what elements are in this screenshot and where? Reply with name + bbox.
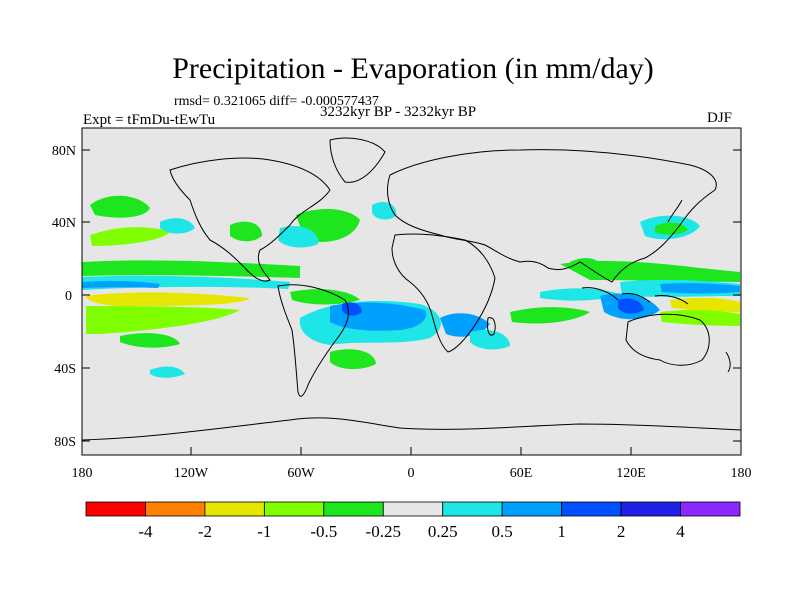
colorbar-label: -0.25 bbox=[366, 522, 401, 541]
field-spcz-yellow bbox=[86, 292, 250, 306]
field-caribbean-green bbox=[230, 221, 262, 242]
colorbar-label: 2 bbox=[617, 522, 626, 541]
colorbar-swatch bbox=[145, 501, 206, 517]
field-itcz-pacific-green bbox=[82, 260, 300, 278]
field-north-pacific-b bbox=[90, 227, 170, 246]
coastlines bbox=[81, 137, 742, 441]
lon-label-120e: 120E bbox=[616, 466, 646, 481]
field-warm-pool-darkblue bbox=[618, 298, 644, 314]
coast-australia bbox=[625, 313, 710, 366]
colorbar-label: 4 bbox=[676, 522, 685, 541]
period-label: 3232kyr BP - 3232kyr BP bbox=[320, 104, 477, 120]
field-west-pacific-blue bbox=[660, 283, 740, 294]
colorbar-labels: -4 -2 -1 -0.5 -0.25 0.25 0.5 1 2 4 bbox=[138, 522, 685, 541]
field-madagascar-cyan bbox=[470, 329, 510, 350]
field-west-pacific-green bbox=[560, 261, 740, 282]
colorbar-label: 0.5 bbox=[492, 522, 513, 541]
colorbar-swatch bbox=[204, 501, 265, 517]
lat-label-40s: 40S bbox=[54, 362, 76, 377]
colorbar-swatch bbox=[85, 501, 146, 517]
colorbar-label: -0.5 bbox=[310, 522, 337, 541]
field-s-atlantic-green bbox=[330, 349, 376, 370]
coast-indonesia bbox=[581, 287, 689, 305]
colorbar-swatch bbox=[680, 501, 741, 517]
field-itcz-pacific-blue bbox=[82, 280, 160, 288]
field-spcz-green bbox=[86, 306, 240, 334]
stats-subtitle: rmsd= 0.321065 diff= -0.000577437 bbox=[174, 94, 379, 109]
coast-antarctica bbox=[81, 417, 742, 441]
colorbar-label: 1 bbox=[557, 522, 566, 541]
lon-tick-marks bbox=[190, 447, 632, 455]
lat-tick-marks bbox=[82, 149, 741, 442]
lat-label-40n: 40N bbox=[52, 216, 76, 231]
field-trop-atlantic-green bbox=[290, 289, 360, 305]
field-gulf-stream-cyan bbox=[278, 225, 319, 248]
coast-japan bbox=[667, 199, 683, 223]
lon-label-120w: 120W bbox=[174, 466, 209, 481]
colorbar-label: -1 bbox=[257, 522, 271, 541]
field-indian-ocean-green bbox=[510, 307, 590, 324]
colorbar-swatch bbox=[561, 501, 622, 517]
lon-label-180w: 180 bbox=[72, 466, 93, 481]
colorbar-swatch bbox=[442, 501, 503, 517]
field-s-pacific-cyan bbox=[150, 366, 185, 378]
experiment-label: Expt = tFmDu-tEwTu bbox=[83, 112, 216, 128]
lon-label-60e: 60E bbox=[510, 466, 533, 481]
field-south-pacific-yellow bbox=[670, 297, 740, 312]
coast-africa bbox=[391, 233, 496, 353]
colorbar-swatch bbox=[263, 501, 325, 517]
lon-label-60w: 60W bbox=[287, 466, 315, 481]
field-n-pacific-cyan bbox=[160, 218, 195, 234]
coast-madagascar bbox=[487, 317, 496, 336]
field-e-asia-green bbox=[570, 258, 602, 272]
coast-south-america bbox=[277, 284, 349, 397]
precip-evap-field bbox=[82, 195, 740, 378]
colorbar-swatch bbox=[382, 501, 444, 517]
coast-new-zealand bbox=[725, 351, 731, 373]
colorbar-label: -4 bbox=[138, 522, 153, 541]
lat-label-80n: 80N bbox=[52, 144, 76, 159]
field-south-pacific-green bbox=[660, 309, 740, 326]
colorbar-swatch bbox=[620, 501, 681, 517]
colorbar-label: 0.25 bbox=[428, 522, 458, 541]
colorbar-label: -2 bbox=[198, 522, 212, 541]
field-north-pacific bbox=[90, 195, 150, 218]
field-indian-ocean-cyan bbox=[540, 288, 620, 301]
lat-label-80s: 80S bbox=[54, 435, 76, 450]
coast-north-america bbox=[169, 157, 331, 282]
season-label: DJF bbox=[707, 110, 733, 126]
coast-eurasia bbox=[387, 149, 717, 283]
plot-title: Precipitation - Evaporation (in mm/day) bbox=[172, 52, 654, 85]
coast-greenland bbox=[329, 137, 386, 183]
field-sw-pacific-green bbox=[120, 333, 180, 348]
colorbar-swatch bbox=[323, 501, 384, 517]
lat-label-0: 0 bbox=[65, 289, 72, 304]
colorbar-swatch bbox=[501, 501, 563, 517]
lon-label-180e: 180 bbox=[731, 466, 752, 481]
lon-label-0: 0 bbox=[408, 466, 415, 481]
colorbar bbox=[85, 501, 741, 517]
